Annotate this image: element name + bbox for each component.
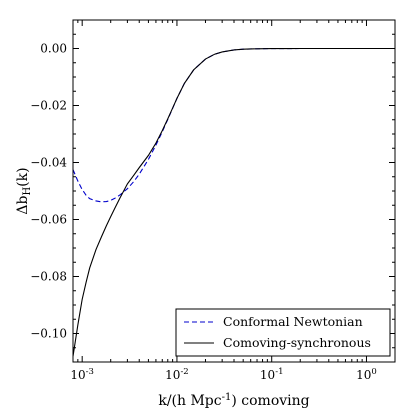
- y-axis-label: ΔbH(k): [15, 167, 33, 214]
- x-axis-label-sup: -1: [222, 392, 232, 403]
- x-axis-label-post: ) comoving: [231, 393, 309, 409]
- y-tick-label: −0.08: [30, 270, 67, 284]
- x-axis-label-pre: k/(h Mpc: [158, 393, 221, 409]
- y-tick-label: −0.06: [30, 213, 67, 227]
- plot-area: [73, 20, 395, 362]
- x-tick-label: 100: [356, 367, 377, 382]
- legend: Conformal Newtonian Comoving-synchronous: [175, 308, 391, 357]
- x-tick-label: 10-2: [165, 367, 189, 382]
- y-axis-label-main: Δb: [15, 196, 31, 215]
- legend-label-comoving-synchronous: Comoving-synchronous: [223, 335, 371, 350]
- x-axis-label: k/(h Mpc-1) comoving: [158, 392, 309, 410]
- legend-label-conformal-newtonian: Conformal Newtonian: [223, 314, 363, 329]
- series-line-comoving-synchronous: [73, 47, 395, 357]
- x-tick-label: 10-3: [70, 367, 94, 382]
- x-tick-label: 10-1: [260, 367, 284, 382]
- y-tick-label: −0.10: [30, 327, 67, 341]
- plot-frame: [72, 19, 396, 363]
- legend-box: [175, 308, 391, 357]
- y-tick-label: −0.04: [30, 156, 67, 170]
- y-tick-label: −0.02: [30, 99, 67, 113]
- y-tick-label: 0.00: [40, 42, 67, 56]
- y-axis-label-sub: H: [22, 187, 33, 196]
- series-layer: [73, 47, 395, 357]
- y-axis-label-tail: (k): [15, 167, 31, 186]
- ticks-layer: 0.00 −0.02 −0.04 −0.06 −0.08 −0.10 10-3 10-2 10-…: [30, 19, 396, 382]
